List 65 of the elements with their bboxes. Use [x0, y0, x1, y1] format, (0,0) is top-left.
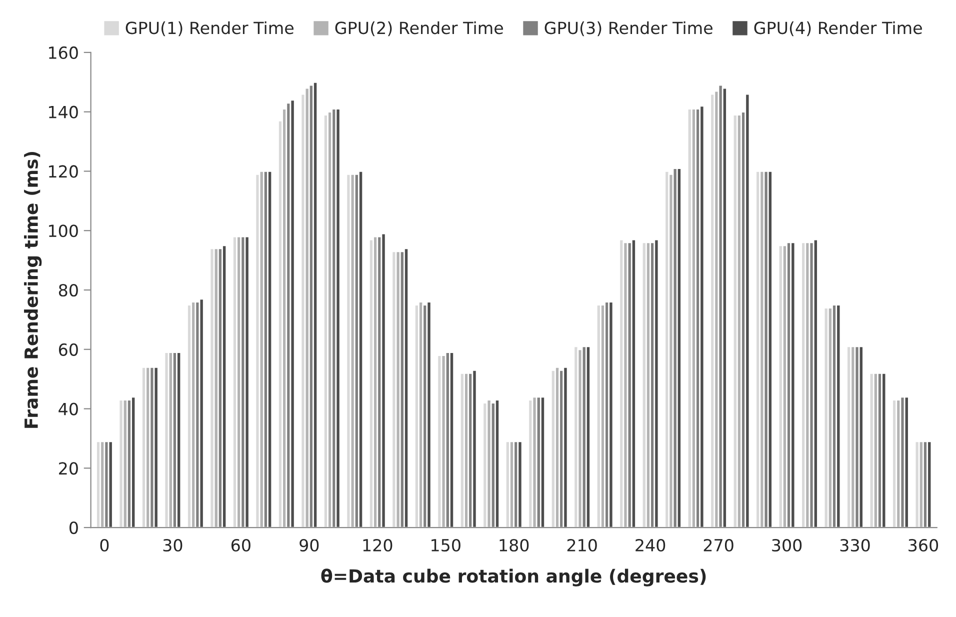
- y-tick-label: 40: [58, 402, 78, 416]
- bar: [426, 301, 432, 528]
- x-tick-label: 150: [432, 538, 460, 552]
- bar: [540, 396, 546, 528]
- bar: [676, 168, 682, 528]
- x-tick-label: 120: [363, 538, 392, 552]
- bar: [404, 248, 410, 528]
- bar: [380, 232, 386, 528]
- legend-label: GPU(3) Render Time: [544, 21, 712, 36]
- bar: [358, 170, 364, 528]
- y-tick-label: 100: [49, 224, 78, 238]
- bar: [881, 372, 887, 528]
- bar: [904, 396, 910, 528]
- bar: [222, 244, 228, 528]
- bar: [654, 238, 660, 528]
- bar: [198, 298, 204, 528]
- bar: [585, 346, 591, 528]
- x-tick-label: 30: [163, 538, 182, 552]
- bar: [244, 236, 250, 528]
- bar: [153, 366, 159, 528]
- y-tick-label: 60: [58, 343, 78, 356]
- bar: [472, 369, 478, 528]
- y-tick-label: 0: [70, 521, 78, 534]
- bar: [290, 99, 296, 528]
- x-axis-title: θ=Data cube rotation angle (degrees): [321, 568, 706, 586]
- y-axis-title: Frame Rendering time (ms): [24, 152, 42, 428]
- bar: [767, 170, 773, 528]
- y-tick-label: 80: [58, 284, 78, 297]
- bar: [449, 352, 454, 528]
- x-tick-label: 330: [840, 538, 870, 552]
- legend-label: GPU(4) Render Time: [754, 21, 922, 36]
- y-tick-label: 160: [49, 46, 78, 60]
- legend-label: GPU(1) Render Time: [126, 21, 294, 36]
- x-tick-label: 240: [636, 538, 666, 552]
- bar: [335, 108, 341, 528]
- y-tick-label: 120: [49, 165, 78, 178]
- bar: [267, 170, 273, 528]
- x-tick-label: 360: [908, 538, 938, 552]
- x-tick-label: 180: [500, 538, 529, 552]
- bar: [790, 242, 796, 528]
- bar: [517, 440, 523, 528]
- y-tick-label: 140: [49, 106, 78, 118]
- bar: [312, 81, 318, 528]
- bar: [562, 366, 568, 528]
- x-tick-label: 210: [567, 538, 597, 552]
- bar: [812, 238, 818, 528]
- bar: [608, 301, 614, 528]
- bar: [494, 399, 500, 528]
- x-tick-label: 60: [231, 538, 250, 552]
- x-tick-label: 300: [772, 538, 802, 552]
- bar: [699, 105, 705, 528]
- bar: [722, 87, 728, 528]
- bar: [130, 396, 136, 528]
- bar: [836, 304, 842, 528]
- bar: [744, 93, 750, 528]
- x-tick-label: 270: [704, 538, 734, 552]
- bar: [926, 440, 932, 528]
- bar: [108, 440, 114, 528]
- y-tick-label: 20: [59, 462, 78, 475]
- legend-label: GPU(2) Render Time: [335, 21, 503, 36]
- bar: [630, 238, 636, 528]
- x-tick-label: 90: [300, 538, 319, 552]
- x-tick-label: 0: [100, 538, 109, 552]
- bar: [858, 346, 864, 528]
- bar: [176, 352, 182, 528]
